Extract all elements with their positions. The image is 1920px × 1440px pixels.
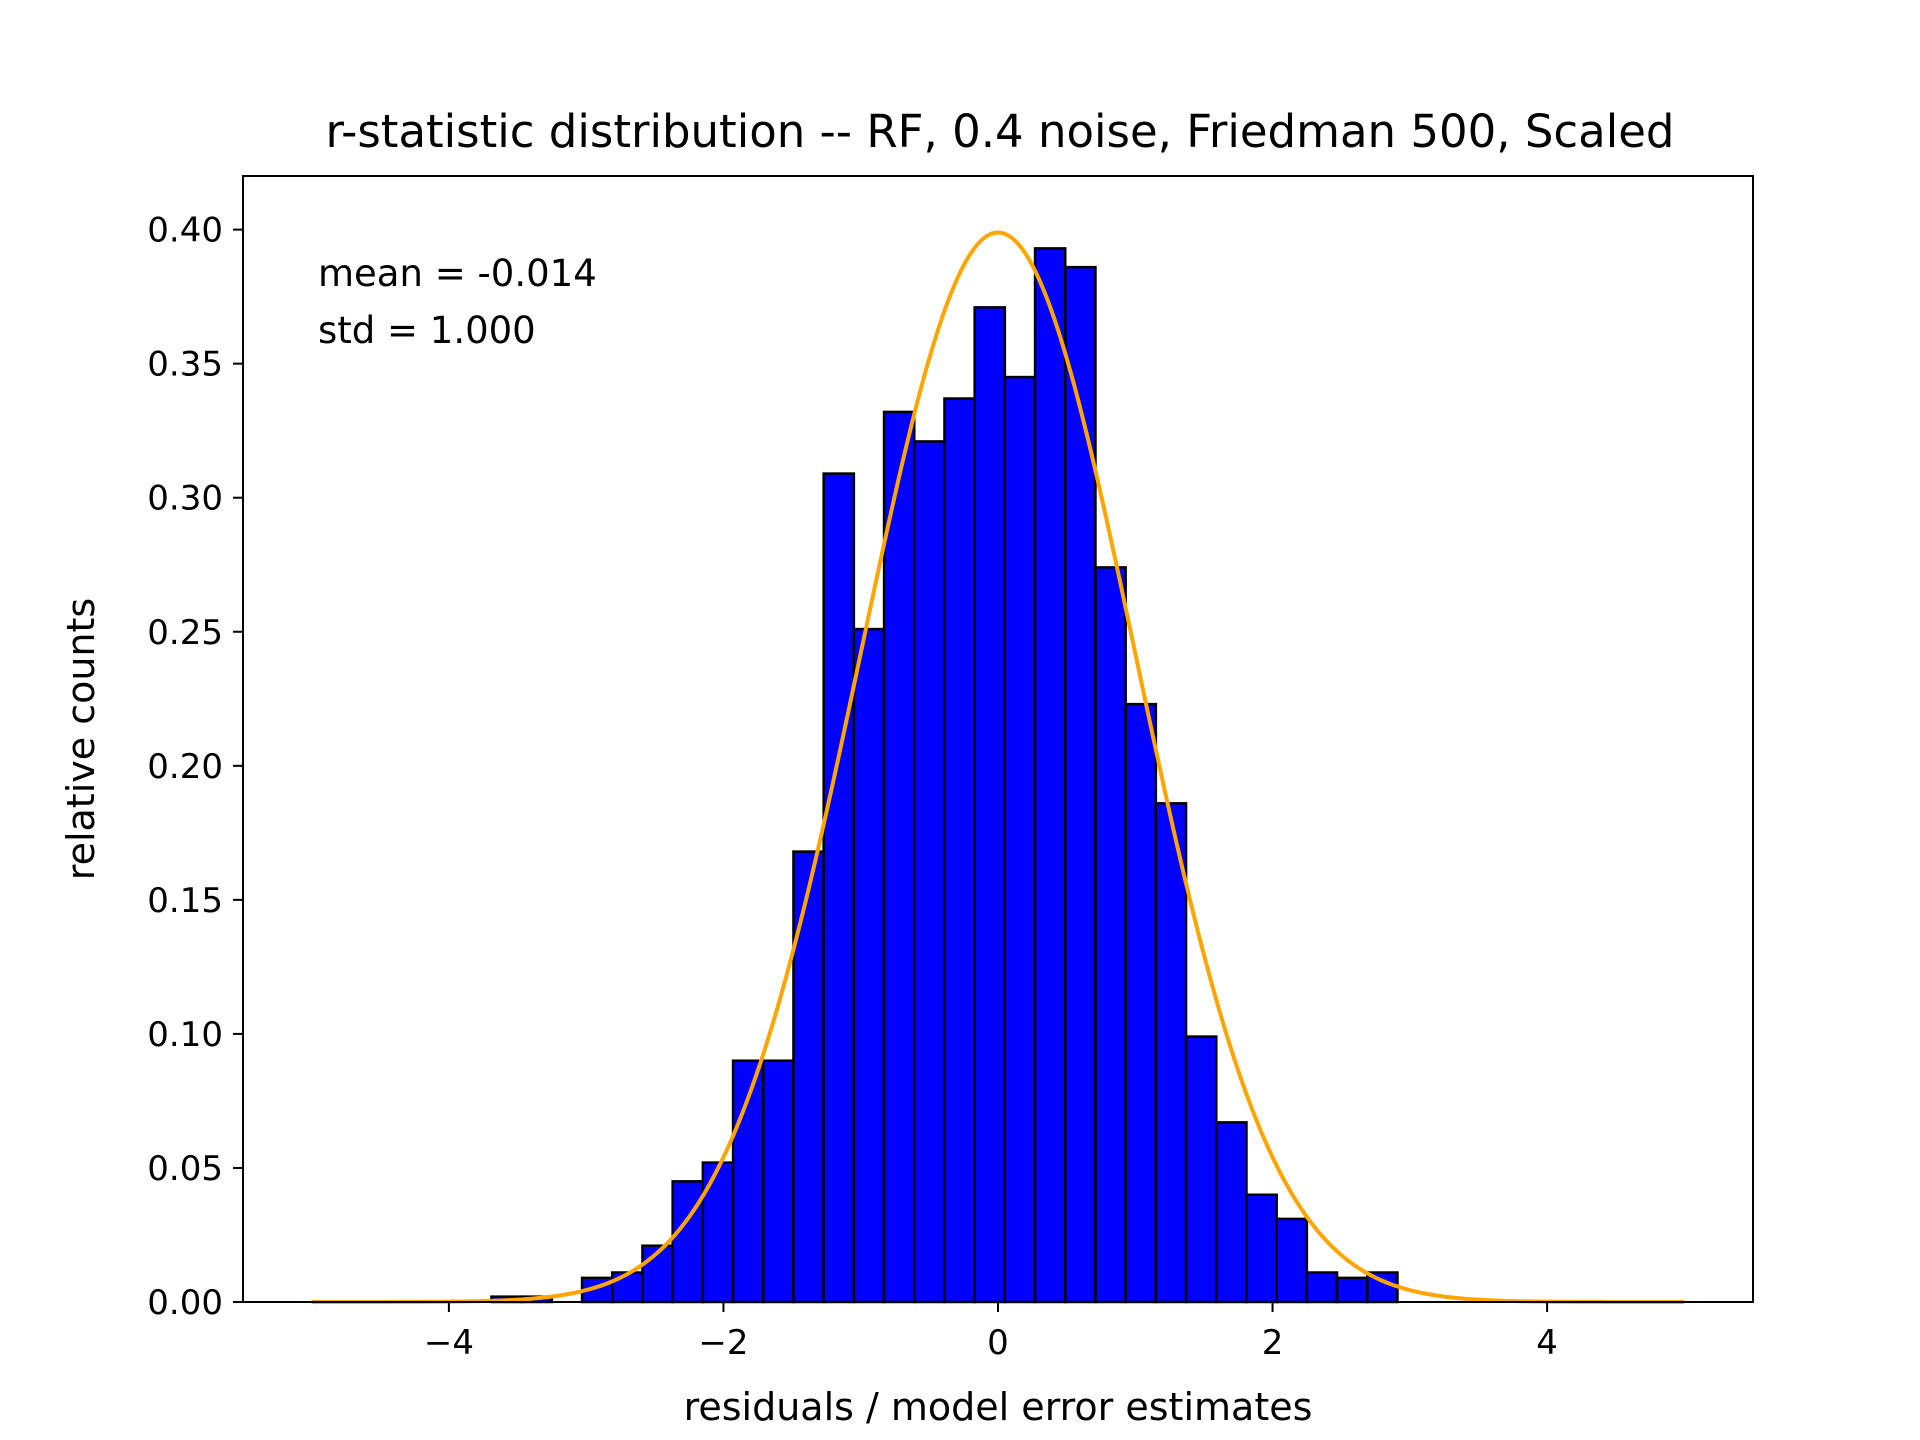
y-tick-label: 0.25 <box>147 613 223 653</box>
normal-curve-layer <box>311 230 1685 1304</box>
histogram-bar <box>611 1271 644 1304</box>
normal-pdf-curve <box>311 230 1685 1304</box>
x-tick-label: −2 <box>698 1323 748 1363</box>
histogram-bar <box>1245 1193 1278 1304</box>
y-tick-label: 0.10 <box>147 1015 223 1055</box>
histogram-bar <box>792 850 825 1304</box>
histogram-bar <box>943 397 976 1304</box>
histogram-bars <box>490 247 1399 1304</box>
histogram-bar <box>822 472 856 1304</box>
y-tick-label: 0.20 <box>147 747 223 787</box>
histogram-bar <box>1335 1276 1369 1304</box>
mean-annotation: mean = -0.014 <box>318 252 597 295</box>
histogram-bar <box>1154 802 1188 1304</box>
histogram-bar <box>1275 1217 1309 1304</box>
x-tick-label: −4 <box>424 1323 474 1363</box>
y-tick-label: 0.40 <box>147 211 223 251</box>
histogram-bar <box>1094 566 1127 1304</box>
histogram-bar <box>852 627 886 1304</box>
y-axis-label: relative counts <box>59 598 103 880</box>
y-axis-ticks: 0.00 0.05 0.10 0.15 0.20 0.25 0.30 0.35 0.40 <box>147 211 243 1323</box>
std-annotation: std = 1.000 <box>318 309 536 352</box>
y-tick-label: 0.35 <box>147 345 223 385</box>
histogram-bar <box>1003 375 1037 1304</box>
x-tick-label: 0 <box>987 1323 1009 1363</box>
histogram-bar <box>1033 247 1067 1304</box>
histogram-bar <box>1215 1121 1248 1304</box>
histogram-bar <box>671 1180 705 1304</box>
histogram-bar <box>1305 1271 1339 1304</box>
y-tick-label: 0.05 <box>147 1149 223 1189</box>
histogram-bar <box>882 410 916 1304</box>
histogram-bar <box>1184 1035 1218 1304</box>
y-tick-label: 0.00 <box>147 1283 223 1323</box>
y-tick-label: 0.30 <box>147 479 223 519</box>
histogram-bar <box>701 1161 735 1304</box>
histogram-bar <box>973 306 1007 1304</box>
histogram-bar <box>913 440 946 1304</box>
x-tick-label: 2 <box>1262 1323 1284 1363</box>
chart-title: r-statistic distribution -- RF, 0.4 nois… <box>326 105 1675 158</box>
histogram-bar <box>1064 265 1097 1304</box>
histogram-bar <box>1124 702 1158 1304</box>
y-tick-label: 0.15 <box>147 881 223 921</box>
x-tick-label: 4 <box>1536 1323 1558 1363</box>
histogram-bar <box>762 1059 795 1304</box>
x-axis-ticks: −4 −2 0 2 4 <box>424 1302 1558 1363</box>
x-axis-label: residuals / model error estimates <box>684 1385 1313 1429</box>
